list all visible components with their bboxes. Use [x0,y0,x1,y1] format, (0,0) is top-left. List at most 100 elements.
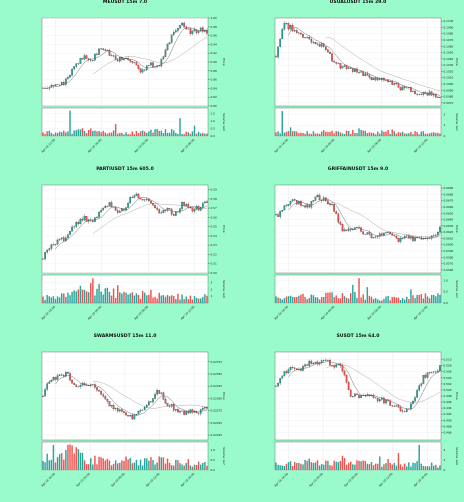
volume-bar [321,132,322,136]
volume-bar [109,292,110,303]
volume-bar [435,296,436,303]
candle-body [437,97,438,98]
candle-body [78,222,79,224]
volume-bar [86,133,87,136]
volume-bar [44,134,45,136]
candle-body [96,387,97,390]
candle-body [292,199,293,201]
y-tick-label: 0.500 [444,388,452,392]
candle-body [194,411,195,412]
volume-bar [275,296,276,303]
volume-bar [377,464,378,470]
candle-body [342,66,343,68]
volume-bar [315,134,316,136]
y-tick-label: 0.0670 [444,199,454,203]
volume-bar [57,296,58,303]
volume-bar [414,131,415,136]
volume-bar [385,132,386,136]
volume-bar [304,460,305,470]
candle-body [292,367,293,368]
candle-body [129,60,130,62]
volume-bar [425,466,426,470]
candle-body [323,44,324,47]
volume-bar [117,285,118,303]
volume-bar [163,457,164,470]
volume-bar [309,298,310,303]
volume-bar [423,131,424,136]
volume-bar [298,296,299,303]
volume-axis-label: Volume 1e6 [455,447,459,465]
candle-body [127,203,128,207]
candle-body [204,30,205,31]
volume-bar [286,297,287,303]
volume-tick-label: 2 [211,287,213,291]
volume-bar [165,129,166,136]
volume-bar [156,463,157,470]
y-tick-label: 0.1020 [444,69,454,73]
candle-body [284,372,285,376]
volume-axis-label: Volume 1e7 [455,280,459,298]
volume-bar [331,131,332,136]
candle-body [113,405,114,409]
candle-body [356,227,357,228]
candle-body [381,398,382,399]
volume-bar [136,460,137,470]
volume-bar [410,132,411,136]
candle-body [389,81,390,82]
y-tick-label: 0.86 [211,78,217,82]
y-tick-label: 0.02350 [211,372,223,376]
candle-body [71,227,72,231]
volume-bar [188,299,189,303]
volume-bar [78,449,79,470]
y-tick-label: 0.504 [444,376,452,380]
candle-body [132,415,133,419]
y-tick-label: 0.0690 [444,186,454,190]
candle-body [400,87,401,90]
candle-body [107,50,108,51]
volume-bar [129,293,130,303]
candle-body [63,375,64,376]
y-tick-label: 0.02275 [211,409,223,413]
volume-bar [346,131,347,136]
volume-bar [202,133,203,136]
x-tick-label: Apr 18 18:00 [87,138,103,154]
volume-bar [306,131,307,136]
volume-bar [290,296,291,303]
volume-bar [375,134,376,136]
y-tick-label: 0.0560 [444,268,454,272]
y-tick-label: 0.1090 [444,25,454,29]
volume-bar [163,295,164,303]
volume-bar [410,289,411,303]
candle-body [127,58,128,60]
volume-bar [119,292,120,303]
candle-body [181,202,182,209]
candle-body [365,395,366,396]
candle-body [423,375,424,383]
volume-bar [319,134,320,136]
volume-tick-label: 2 [444,112,446,116]
volume-bar [142,130,143,136]
volume-bar [309,134,310,136]
volume-bar [63,131,64,136]
volume-bar [190,134,191,136]
candle-body [107,399,108,401]
volume-bar [148,295,149,303]
chart-title: GRIFFAINUSDT 15m 9.0 [255,167,461,172]
volume-bar [317,297,318,303]
volume-bar [321,464,322,470]
candle-body [115,408,116,409]
volume-bar [304,297,305,303]
candle-body [311,39,312,42]
candle-body [369,232,370,234]
candle-body [98,212,99,217]
candle-body [335,62,336,63]
volume-bar [55,299,56,303]
candle-body [65,79,66,85]
volume-bar [63,293,64,303]
candle-body [57,376,58,380]
volume-bar [423,466,424,470]
candle-body [169,43,170,44]
volume-bar [329,132,330,136]
price-axis-label: Price [222,392,226,399]
